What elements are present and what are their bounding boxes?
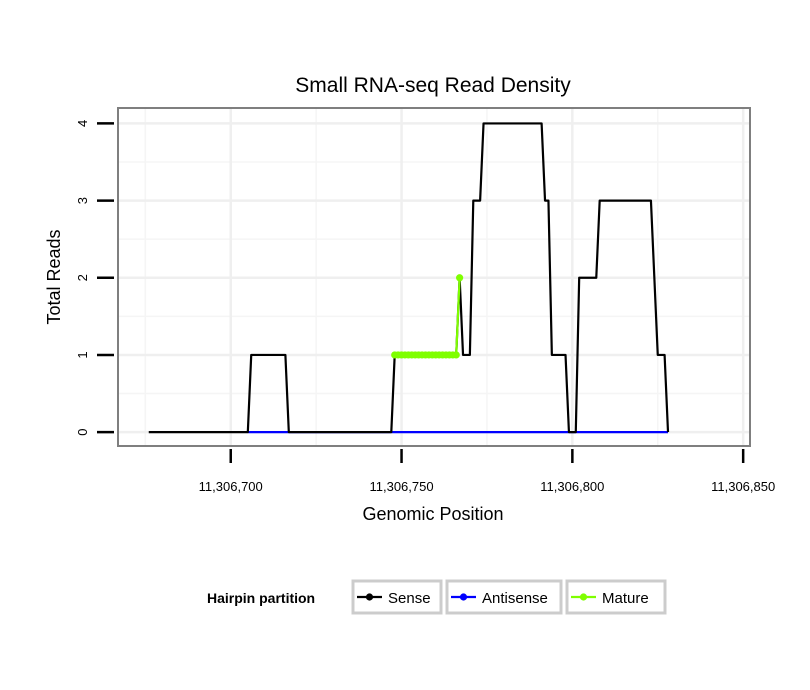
legend-key-dot-sense	[365, 593, 374, 601]
chart-title: Small RNA-seq Read Density	[295, 74, 571, 97]
y-tick-label: 4	[75, 120, 90, 127]
legend: Hairpin partition Sense Antisense Mature	[207, 579, 667, 615]
y-tick-label: 3	[75, 197, 90, 204]
x-axis-label: Genomic Position	[362, 504, 503, 524]
y-tick-label: 1	[75, 351, 90, 358]
axis-ticks: 11,306,700 11,306,750 11,306,800 11,306,850…	[75, 120, 775, 494]
x-tick-label: 11,306,800	[540, 479, 604, 494]
x-tick-label: 11,306,850	[711, 479, 775, 494]
sense-series-line	[148, 122, 670, 434]
x-tick-label: 11,306,700	[199, 479, 263, 494]
mature-point	[456, 274, 464, 282]
mature-point	[452, 351, 460, 359]
legend-title: Hairpin partition	[207, 590, 315, 606]
legend-label-mature: Mature	[602, 590, 649, 607]
y-tick-label: 2	[75, 274, 90, 281]
legend-key-dot-antisense	[459, 593, 468, 601]
legend-items: Sense Antisense Mature	[351, 579, 667, 615]
plot-panel	[117, 107, 751, 447]
series-layer	[148, 122, 670, 434]
legend-label-sense: Sense	[388, 590, 431, 607]
legend-label-antisense: Antisense	[482, 590, 548, 607]
y-tick-label: 0	[75, 428, 90, 435]
y-axis-label: Total Reads	[44, 229, 64, 324]
legend-key-dot-mature	[579, 593, 588, 601]
x-tick-label: 11,306,750	[369, 479, 433, 494]
